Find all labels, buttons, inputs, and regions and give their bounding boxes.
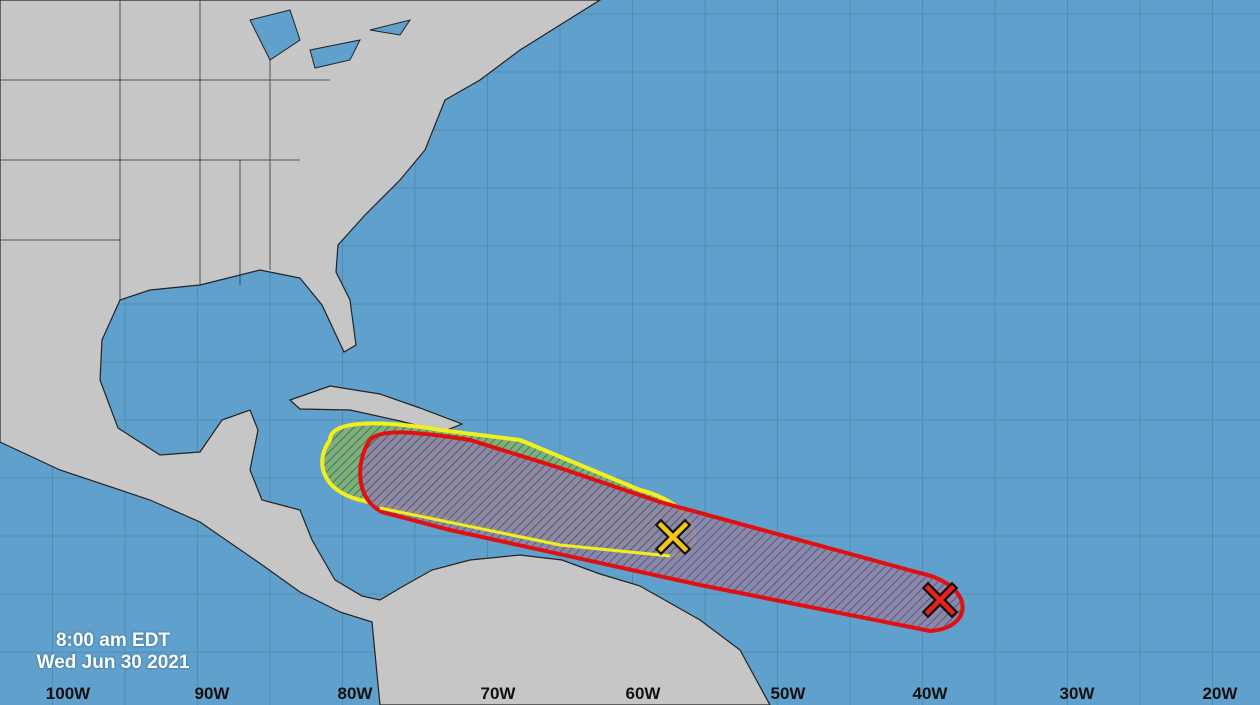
timestamp-time: 8:00 am EDT [55,630,171,651]
great-lakes [249,9,412,69]
land [0,0,771,705]
x-icon [654,518,692,556]
longitude-label: 100W [45,684,91,703]
cuba [288,385,464,433]
longitude-label: 50W [770,684,806,703]
north-america [0,0,771,705]
outlook-area-yellow-inner-edge [379,506,671,558]
longitude-label: 20W [1202,684,1238,703]
longitude-label: 60W [625,684,661,703]
timestamp-date: Wed Jun 30 2021 [36,652,190,673]
longitude-label: 80W [337,684,373,703]
state-borders [0,0,330,300]
timestamp: 8:00 am EDT Wed Jun 30 2021 [18,630,208,674]
longitude-label: 90W [194,684,230,703]
longitude-label: 30W [1059,684,1095,703]
longitude-label: 40W [912,684,948,703]
x-icon [921,581,959,619]
longitude-label: 70W [480,684,516,703]
